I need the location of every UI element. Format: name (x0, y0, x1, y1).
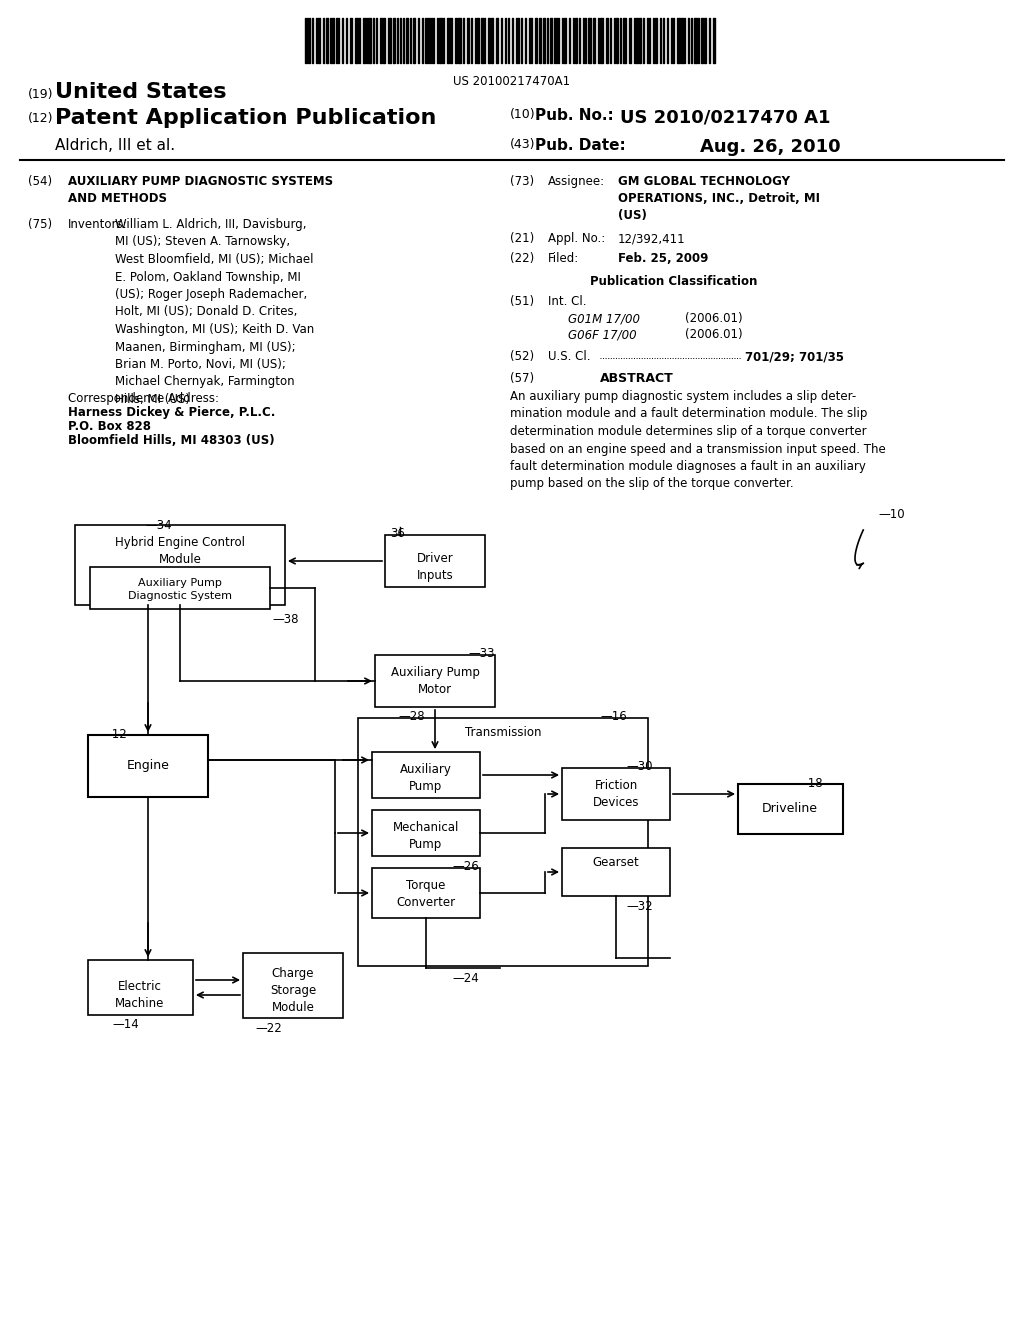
FancyBboxPatch shape (75, 525, 285, 605)
FancyBboxPatch shape (90, 568, 270, 609)
Text: Pub. Date:: Pub. Date: (535, 139, 626, 153)
Text: US 20100217470A1: US 20100217470A1 (454, 75, 570, 88)
Text: US 2010/0217470 A1: US 2010/0217470 A1 (620, 108, 830, 125)
Text: (52): (52) (510, 350, 535, 363)
Text: Publication Classification: Publication Classification (590, 275, 758, 288)
Text: Inventors:: Inventors: (68, 218, 128, 231)
Text: —33: —33 (468, 647, 495, 660)
Text: Filed:: Filed: (548, 252, 580, 265)
Text: (54): (54) (28, 176, 52, 187)
Text: Auxiliary
Pump: Auxiliary Pump (400, 763, 452, 793)
Text: (51): (51) (510, 294, 535, 308)
Text: (43): (43) (510, 139, 536, 150)
FancyBboxPatch shape (88, 735, 208, 797)
Text: An auxiliary pump diagnostic system includes a slip deter-
mination module and a: An auxiliary pump diagnostic system incl… (510, 389, 886, 491)
FancyBboxPatch shape (562, 768, 670, 820)
Text: United States: United States (55, 82, 226, 102)
Text: —28: —28 (398, 710, 425, 723)
Text: Int. Cl.: Int. Cl. (548, 294, 587, 308)
Text: —14: —14 (112, 1018, 138, 1031)
Text: Friction
Devices: Friction Devices (593, 779, 639, 809)
Text: Pub. No.:: Pub. No.: (535, 108, 613, 123)
Text: Mechanical
Pump: Mechanical Pump (393, 821, 459, 851)
Text: 12/392,411: 12/392,411 (618, 232, 686, 246)
Text: Driver
Inputs: Driver Inputs (417, 552, 454, 582)
Text: (12): (12) (28, 112, 53, 125)
Text: Patent Application Publication: Patent Application Publication (55, 108, 436, 128)
Text: Feb. 25, 2009: Feb. 25, 2009 (618, 252, 709, 265)
Text: Charge
Storage
Module: Charge Storage Module (270, 968, 316, 1014)
FancyBboxPatch shape (385, 535, 485, 587)
FancyBboxPatch shape (738, 784, 843, 834)
Text: ABSTRACT: ABSTRACT (600, 372, 674, 385)
Text: —24: —24 (452, 972, 479, 985)
Text: Gearset: Gearset (593, 855, 639, 869)
Text: Harness Dickey & Pierce, P.L.C.: Harness Dickey & Pierce, P.L.C. (68, 407, 275, 418)
FancyBboxPatch shape (372, 752, 480, 799)
FancyBboxPatch shape (372, 810, 480, 855)
Text: Transmission: Transmission (465, 726, 542, 739)
Text: 36: 36 (390, 527, 404, 540)
Text: Auxiliary Pump
Motor: Auxiliary Pump Motor (390, 667, 479, 696)
FancyBboxPatch shape (243, 953, 343, 1018)
Text: —16: —16 (600, 710, 627, 723)
FancyBboxPatch shape (375, 655, 495, 708)
Text: —18: —18 (796, 777, 822, 789)
Text: (75): (75) (28, 218, 52, 231)
FancyBboxPatch shape (372, 869, 480, 917)
Text: Hybrid Engine Control
Module: Hybrid Engine Control Module (115, 536, 245, 566)
Text: —32: —32 (626, 900, 652, 913)
Text: —10: —10 (878, 508, 904, 521)
Text: (2006.01): (2006.01) (685, 327, 742, 341)
Text: Assignee:: Assignee: (548, 176, 605, 187)
Text: P.O. Box 828: P.O. Box 828 (68, 420, 151, 433)
FancyBboxPatch shape (88, 960, 193, 1015)
Text: Driveline: Driveline (762, 803, 818, 816)
Text: Aldrich, III et al.: Aldrich, III et al. (55, 139, 175, 153)
Text: Torque
Converter: Torque Converter (396, 879, 456, 909)
Text: Engine: Engine (127, 759, 169, 772)
Text: (57): (57) (510, 372, 535, 385)
Text: —26: —26 (452, 861, 479, 873)
Text: —12: —12 (100, 729, 127, 741)
FancyBboxPatch shape (358, 718, 648, 966)
Text: U.S. Cl.: U.S. Cl. (548, 350, 591, 363)
Text: G06F 17/00: G06F 17/00 (568, 327, 637, 341)
Text: (19): (19) (28, 88, 53, 102)
Text: G01M 17/00: G01M 17/00 (568, 312, 640, 325)
Text: Correspondence Address:: Correspondence Address: (68, 392, 219, 405)
Text: —38: —38 (272, 612, 299, 626)
Text: GM GLOBAL TECHNOLOGY
OPERATIONS, INC., Detroit, MI
(US): GM GLOBAL TECHNOLOGY OPERATIONS, INC., D… (618, 176, 820, 222)
Text: (21): (21) (510, 232, 535, 246)
Text: —30: —30 (626, 760, 652, 774)
Text: —22: —22 (255, 1022, 282, 1035)
Text: (73): (73) (510, 176, 535, 187)
Text: Auxiliary Pump
Diagnostic System: Auxiliary Pump Diagnostic System (128, 578, 232, 601)
Text: (10): (10) (510, 108, 536, 121)
Text: —34: —34 (145, 519, 172, 532)
Text: William L. Aldrich, III, Davisburg,
MI (US); Steven A. Tarnowsky,
West Bloomfiel: William L. Aldrich, III, Davisburg, MI (… (115, 218, 314, 407)
FancyBboxPatch shape (562, 847, 670, 896)
Text: AUXILIARY PUMP DIAGNOSTIC SYSTEMS
AND METHODS: AUXILIARY PUMP DIAGNOSTIC SYSTEMS AND ME… (68, 176, 333, 205)
Text: (22): (22) (510, 252, 535, 265)
Text: (2006.01): (2006.01) (685, 312, 742, 325)
Text: Electric
Machine: Electric Machine (116, 979, 165, 1010)
Text: Aug. 26, 2010: Aug. 26, 2010 (700, 139, 841, 156)
Text: 701/29; 701/35: 701/29; 701/35 (745, 350, 844, 363)
Text: Appl. No.:: Appl. No.: (548, 232, 605, 246)
Text: Bloomfield Hills, MI 48303 (US): Bloomfield Hills, MI 48303 (US) (68, 434, 274, 447)
